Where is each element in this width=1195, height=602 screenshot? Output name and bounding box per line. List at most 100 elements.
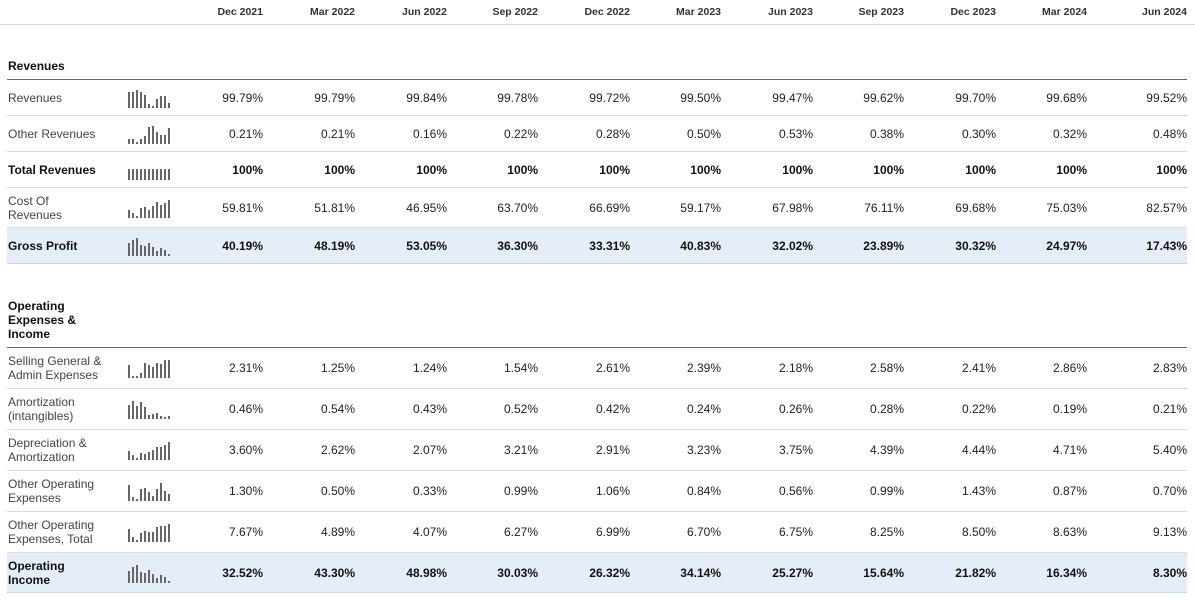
table-row[interactable]: Amortization (intangibles) 0.46% 0.54% 0.43… <box>7 389 1187 430</box>
table-row[interactable]: Selling General & Admin Expenses 2.31% 1.2… <box>7 348 1187 389</box>
sparkline-bar <box>144 488 146 501</box>
column-header[interactable]: Jun 2022 <box>402 6 447 18</box>
sparkline-chart[interactable] <box>127 358 173 378</box>
value-cell: 3.23% <box>686 443 721 457</box>
value-cell: 8.25% <box>869 525 904 539</box>
table-row[interactable]: Other Operating Expenses, Total 7.67% 4.89… <box>7 512 1187 553</box>
table-row[interactable]: Cost Of Revenues 59.81% 51.81% 46.95% 63.70%… <box>7 188 1187 228</box>
sparkline-bar <box>164 445 166 460</box>
value-cell: 6.27% <box>503 525 538 539</box>
sparkline-bar <box>152 495 154 501</box>
sparkline-bar <box>132 537 134 542</box>
sparkline-bar <box>152 531 154 542</box>
value-cell: 99.78% <box>497 90 538 105</box>
value-cell: 99.79% <box>314 90 355 105</box>
value-cell: 1.43% <box>961 484 996 498</box>
sparkline-bar <box>128 571 130 583</box>
sparkline-chart[interactable] <box>127 88 173 108</box>
sparkline-bar <box>168 416 170 419</box>
sparkline-bar <box>160 415 162 419</box>
sparkline-bar <box>160 135 162 144</box>
value-cell: 82.57% <box>1146 200 1187 215</box>
sparkline-bar <box>148 452 150 460</box>
value-cell: 0.52% <box>503 402 538 416</box>
sparkline-bar <box>136 406 138 419</box>
column-header[interactable]: Dec 2023 <box>950 6 996 18</box>
sparkline-bar <box>136 564 138 583</box>
table-row[interactable]: Total Revenues 100% 100% 100% 100% 100% 100% 10… <box>7 152 1187 188</box>
value-cell: 100% <box>232 162 263 177</box>
sparkline-chart[interactable] <box>127 236 173 256</box>
value-cell: 9.13% <box>1152 525 1187 539</box>
sparkline-chart[interactable] <box>127 160 173 180</box>
sparkline-chart[interactable] <box>127 563 173 583</box>
sparkline-chart[interactable] <box>127 399 173 419</box>
value-cell: 100% <box>690 162 721 177</box>
sparkline-bar <box>152 573 154 583</box>
table-row[interactable]: Revenues 99.79% 99.79% 99.84% 99.78% 99.72% 99… <box>7 80 1187 116</box>
section-title: Revenues <box>8 59 65 73</box>
table-row[interactable]: Other Revenues 0.21% 0.21% 0.16% 0.22% 0.28% 0… <box>7 116 1187 152</box>
value-cell: 2.62% <box>320 443 355 457</box>
sparkline-chart[interactable] <box>127 481 173 501</box>
sparkline-bar <box>136 499 138 501</box>
sparkline-bar <box>168 103 170 108</box>
sparkline-bar <box>136 540 138 542</box>
sparkline-bar <box>136 215 138 218</box>
value-cell: 32.02% <box>772 238 813 253</box>
value-cell: 48.19% <box>314 238 355 253</box>
value-cell: 48.98% <box>406 565 447 580</box>
sparkline-bar <box>168 253 170 256</box>
sparkline-bar <box>140 401 142 419</box>
sparkline-chart[interactable] <box>127 198 173 218</box>
value-cell: 25.27% <box>772 565 813 580</box>
value-cell: 2.86% <box>1052 361 1087 375</box>
sparkline-bar <box>148 104 150 108</box>
table-row[interactable]: Other Operating Expenses 1.30% 0.50% 0.33% 0… <box>7 471 1187 512</box>
column-header[interactable]: Jun 2023 <box>768 6 813 18</box>
value-cell: 100% <box>324 162 355 177</box>
sparkline-bar <box>132 213 134 218</box>
column-header-row: Dec 2021 Mar 2022 Jun 2022 Sep 2022 Dec 2022… <box>0 0 1195 25</box>
sparkline-bar <box>136 376 138 378</box>
table-row[interactable]: Depreciation & Amortization 3.60% 2.62% 2.0… <box>7 430 1187 471</box>
table-row[interactable]: Operating Income 32.52% 43.30% 48.98% 30.03%… <box>7 553 1187 593</box>
column-header[interactable]: Sep 2023 <box>858 6 904 18</box>
column-header[interactable]: Dec 2022 <box>584 6 630 18</box>
value-cell: 4.44% <box>961 443 996 457</box>
sparkline-bar <box>136 237 138 256</box>
sparkline-bar <box>164 168 166 180</box>
value-cell: 40.83% <box>680 238 721 253</box>
column-header[interactable]: Mar 2022 <box>310 6 355 18</box>
value-cell: 2.91% <box>595 443 630 457</box>
column-header[interactable]: Mar 2023 <box>676 6 721 18</box>
sparkline-chart[interactable] <box>127 440 173 460</box>
column-header[interactable]: Sep 2022 <box>492 6 538 18</box>
section-title: Operating Expenses & Income <box>8 299 77 341</box>
sparkline-bar <box>156 526 158 542</box>
value-cell: 34.14% <box>680 565 721 580</box>
value-cell: 0.33% <box>412 484 447 498</box>
value-cell: 66.69% <box>589 200 630 215</box>
table-row[interactable]: Gross Profit 40.19% 48.19% 53.05% 36.30% 33.3… <box>7 228 1187 264</box>
sparkline-bar <box>136 168 138 180</box>
value-cell: 3.21% <box>503 443 538 457</box>
sparkline-bar <box>156 577 158 583</box>
value-cell: 100% <box>1156 162 1187 177</box>
sparkline-bar <box>144 168 146 180</box>
value-cell: 2.83% <box>1152 361 1187 375</box>
column-header[interactable]: Jun 2024 <box>1142 6 1187 18</box>
column-header[interactable]: Mar 2024 <box>1042 6 1087 18</box>
sparkline-chart[interactable] <box>127 522 173 542</box>
value-cell: 26.32% <box>589 565 630 580</box>
value-cell: 0.99% <box>503 484 538 498</box>
row-label: Revenues <box>8 90 63 105</box>
row-label: Cost Of Revenues <box>8 193 63 222</box>
column-header[interactable]: Dec 2021 <box>217 6 263 18</box>
sparkline-chart[interactable] <box>127 124 173 144</box>
value-cell: 6.75% <box>778 525 813 539</box>
value-cell: 0.50% <box>320 484 355 498</box>
value-cell: 0.43% <box>412 402 447 416</box>
value-cell: 8.63% <box>1052 525 1087 539</box>
sparkline-bar <box>160 446 162 460</box>
